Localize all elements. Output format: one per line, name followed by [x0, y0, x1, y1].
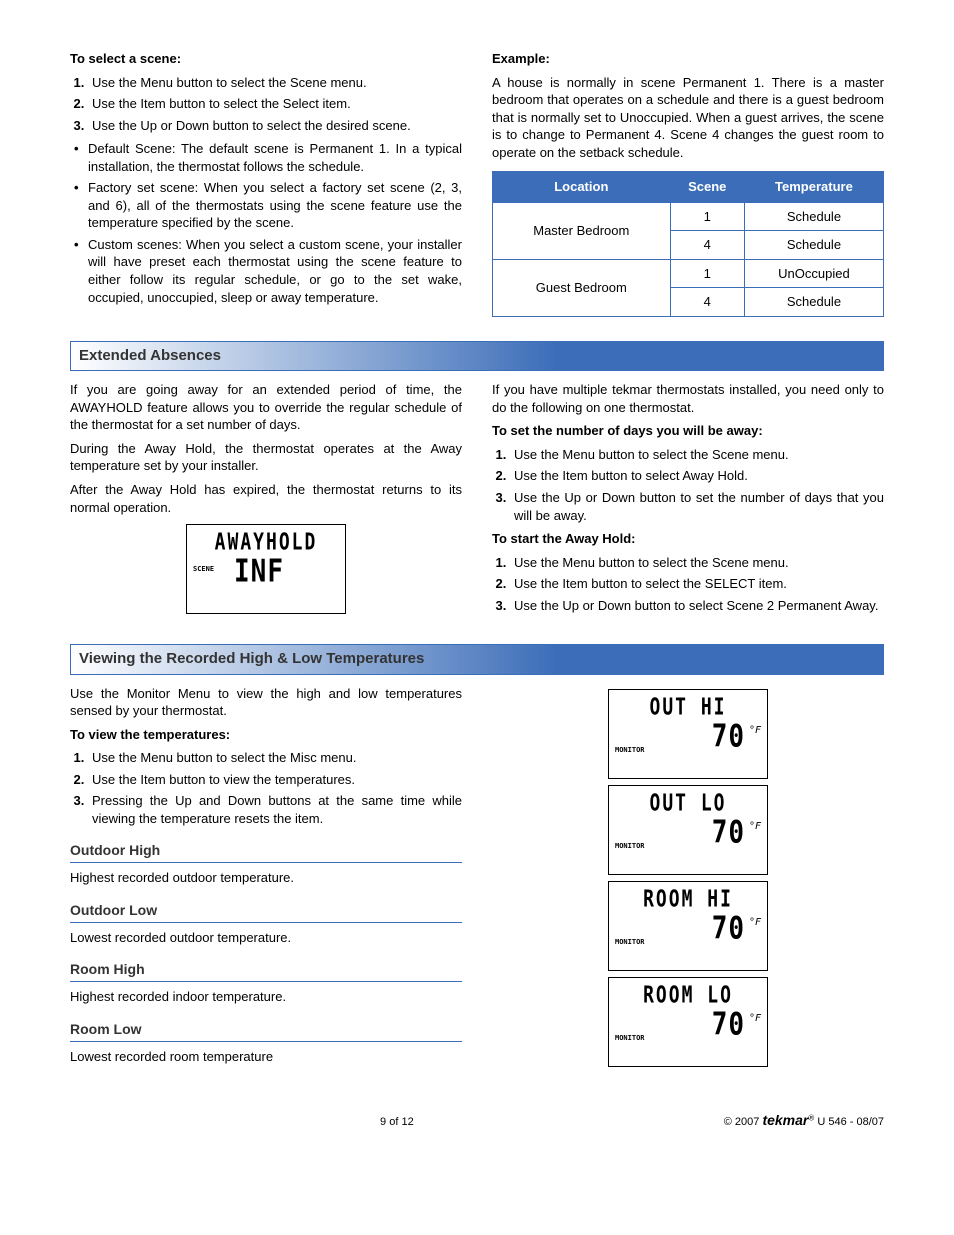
select-scene-steps: Use the Menu button to select the Scene …: [88, 74, 462, 135]
example-text: A house is normally in scene Permanent 1…: [492, 74, 884, 162]
list-item: Use the Item button to select Away Hold.: [510, 467, 884, 485]
lcd-unit: °F: [749, 820, 761, 834]
table-cell: Schedule: [744, 231, 883, 260]
room-hi-lcd: ROOM HI 70 °F MONITOR: [608, 881, 768, 971]
list-item: Pressing the Up and Down buttons at the …: [88, 792, 462, 827]
select-scene-left: To select a scene: Use the Menu button t…: [70, 50, 462, 317]
list-item: Default Scene: The default scene is Perm…: [70, 140, 462, 175]
table-cell: 4: [670, 288, 744, 317]
copyright-text: © 2007: [724, 1116, 760, 1128]
out-lo-lcd: OUT LO 70 °F MONITOR: [608, 785, 768, 875]
paragraph: After the Away Hold has expired, the the…: [70, 481, 462, 516]
extended-right: If you have multiple tekmar thermostats …: [492, 381, 884, 620]
table-header: Temperature: [744, 172, 883, 203]
list-item: Use the Menu button to select the Scene …: [510, 446, 884, 464]
table-cell: 1: [670, 259, 744, 288]
list-item: Use the Up or Down button to select Scen…: [510, 597, 884, 615]
table-cell: UnOccupied: [744, 259, 883, 288]
list-item: Use the Up or Down button to select the …: [88, 117, 462, 135]
table-header: Location: [493, 172, 671, 203]
list-item: Use the Item button to view the temperat…: [88, 771, 462, 789]
lcd-tag: SCENE: [193, 565, 214, 574]
room-lo-lcd: ROOM LO 70 °F MONITOR: [608, 977, 768, 1067]
set-days-steps: Use the Menu button to select the Scene …: [510, 446, 884, 524]
paragraph: During the Away Hold, the thermostat ope…: [70, 440, 462, 475]
table-header: Scene: [670, 172, 744, 203]
lcd-tag: MONITOR: [615, 938, 645, 947]
lcd-big: INF: [195, 552, 337, 594]
outdoor-high-text: Highest recorded outdoor temperature.: [70, 869, 462, 887]
room-low-heading: Room Low: [70, 1020, 462, 1042]
view-temps-heading: To view the temperatures:: [70, 726, 462, 744]
scene-table: Location Scene Temperature Master Bedroo…: [492, 171, 884, 317]
list-item: Use the Up or Down button to set the num…: [510, 489, 884, 524]
lcd-tag: MONITOR: [615, 1034, 645, 1043]
set-days-heading: To set the number of days you will be aw…: [492, 422, 884, 440]
viewing-body: Use the Monitor Menu to view the high an…: [70, 685, 884, 1072]
outdoor-low-heading: Outdoor Low: [70, 901, 462, 923]
lcd-stack: OUT HI 70 °F MONITOR OUT LO 70 °F MONITO…: [492, 689, 884, 1067]
lcd-unit: °F: [749, 1012, 761, 1026]
room-low-text: Lowest recorded room temperature: [70, 1048, 462, 1066]
table-cell: Schedule: [744, 288, 883, 317]
outdoor-low-text: Lowest recorded outdoor temperature.: [70, 929, 462, 947]
list-item: Use the Menu button to select the Misc m…: [88, 749, 462, 767]
doc-id: U 546 - 08/07: [817, 1116, 884, 1128]
lcd-unit: °F: [749, 724, 761, 738]
outdoor-high-heading: Outdoor High: [70, 841, 462, 863]
list-item: Use the Item button to select the Select…: [88, 95, 462, 113]
table-cell: Schedule: [744, 202, 883, 231]
paragraph: If you are going away for an extended pe…: [70, 381, 462, 434]
select-scene-bullets: Default Scene: The default scene is Perm…: [70, 140, 462, 306]
lcd-unit: °F: [749, 916, 761, 930]
room-high-text: Highest recorded indoor temperature.: [70, 988, 462, 1006]
example-heading: Example:: [492, 50, 884, 68]
example-right: Example: A house is normally in scene Pe…: [492, 50, 884, 317]
select-scene-section: To select a scene: Use the Menu button t…: [70, 50, 884, 317]
out-hi-lcd: OUT HI 70 °F MONITOR: [608, 689, 768, 779]
viewing-left: Use the Monitor Menu to view the high an…: [70, 685, 462, 1072]
paragraph: If you have multiple tekmar thermostats …: [492, 381, 884, 416]
registered-icon: ®: [808, 1113, 814, 1122]
list-item: Use the Item button to select the SELECT…: [510, 575, 884, 593]
lcd-tag: MONITOR: [615, 746, 645, 755]
select-scene-heading: To select a scene:: [70, 50, 462, 68]
table-cell: Master Bedroom: [493, 202, 671, 259]
lcd-tag: MONITOR: [615, 842, 645, 851]
awayhold-lcd: AWAYHOLD INF SCENE: [186, 524, 346, 614]
viewing-right: OUT HI 70 °F MONITOR OUT LO 70 °F MONITO…: [492, 685, 884, 1072]
viewing-title: Viewing the Recorded High & Low Temperat…: [70, 644, 884, 674]
viewing-intro: Use the Monitor Menu to view the high an…: [70, 685, 462, 720]
list-item: Use the Menu button to select the Scene …: [88, 74, 462, 92]
list-item: Use the Menu button to select the Scene …: [510, 554, 884, 572]
start-away-steps: Use the Menu button to select the Scene …: [510, 554, 884, 615]
room-high-heading: Room High: [70, 960, 462, 982]
extended-absences-title: Extended Absences: [70, 341, 884, 371]
start-away-heading: To start the Away Hold:: [492, 530, 884, 548]
page-footer: 9 of 12 © 2007 tekmar® U 546 - 08/07: [70, 1111, 884, 1130]
view-temps-steps: Use the Menu button to select the Misc m…: [88, 749, 462, 827]
table-cell: 1: [670, 202, 744, 231]
table-cell: Guest Bedroom: [493, 259, 671, 316]
extended-absences-body: If you are going away for an extended pe…: [70, 381, 884, 620]
table-cell: 4: [670, 231, 744, 260]
list-item: Factory set scene: When you select a fac…: [70, 179, 462, 232]
list-item: Custom scenes: When you select a custom …: [70, 236, 462, 306]
copyright-block: © 2007 tekmar® U 546 - 08/07: [724, 1111, 884, 1130]
page-number: 9 of 12: [380, 1115, 414, 1130]
brand-name: tekmar: [762, 1112, 808, 1128]
extended-left: If you are going away for an extended pe…: [70, 381, 462, 620]
